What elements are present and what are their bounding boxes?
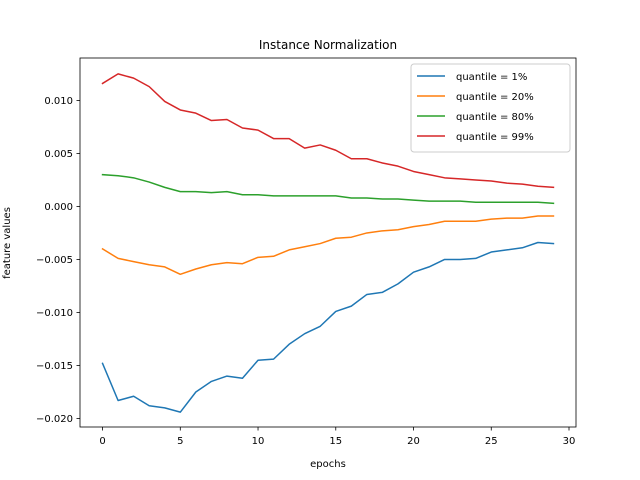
y-tick-label: −0.015: [36, 361, 73, 372]
chart-title: Instance Normalization: [259, 38, 397, 52]
x-tick-label: 25: [485, 436, 498, 447]
x-tick-label: 0: [99, 436, 105, 447]
plot-frame: [79, 57, 577, 428]
y-tick-label: 0.005: [44, 149, 73, 160]
y-tick-label: 0.010: [44, 96, 73, 107]
x-tick-label: 30: [563, 436, 576, 447]
y-tick-label: −0.010: [36, 308, 73, 319]
series-line-3: [101, 73, 555, 189]
legend-label-1: quantile = 20%: [456, 92, 534, 103]
legend-label-3: quantile = 99%: [456, 132, 534, 143]
y-tick-label: 0.000: [44, 202, 73, 213]
x-axis-label: epochs: [310, 459, 346, 470]
legend-label-2: quantile = 80%: [456, 112, 534, 123]
y-axis-label: feature values: [2, 207, 13, 279]
x-axis: 0 5 10 15 20 25 30: [99, 427, 575, 447]
x-tick-label: 10: [252, 436, 265, 447]
series-line-2: [101, 173, 555, 205]
x-tick-label: 5: [177, 436, 183, 447]
legend-label-0: quantile = 1%: [456, 72, 527, 83]
y-tick-label: −0.005: [36, 255, 73, 266]
series-line-1: [101, 215, 555, 276]
series-line-0: [101, 241, 555, 413]
plot-lines: [101, 73, 555, 413]
x-tick-label: 20: [407, 436, 420, 447]
legend-box: [410, 63, 571, 153]
y-tick-label: −0.020: [36, 414, 73, 425]
y-axis: −0.020 −0.015 −0.010 −0.005 0.000 0.005 0.010: [36, 96, 80, 425]
legend: quantile = 1% quantile = 20% quantile = 80…: [410, 63, 571, 153]
x-tick-label: 15: [329, 436, 342, 447]
